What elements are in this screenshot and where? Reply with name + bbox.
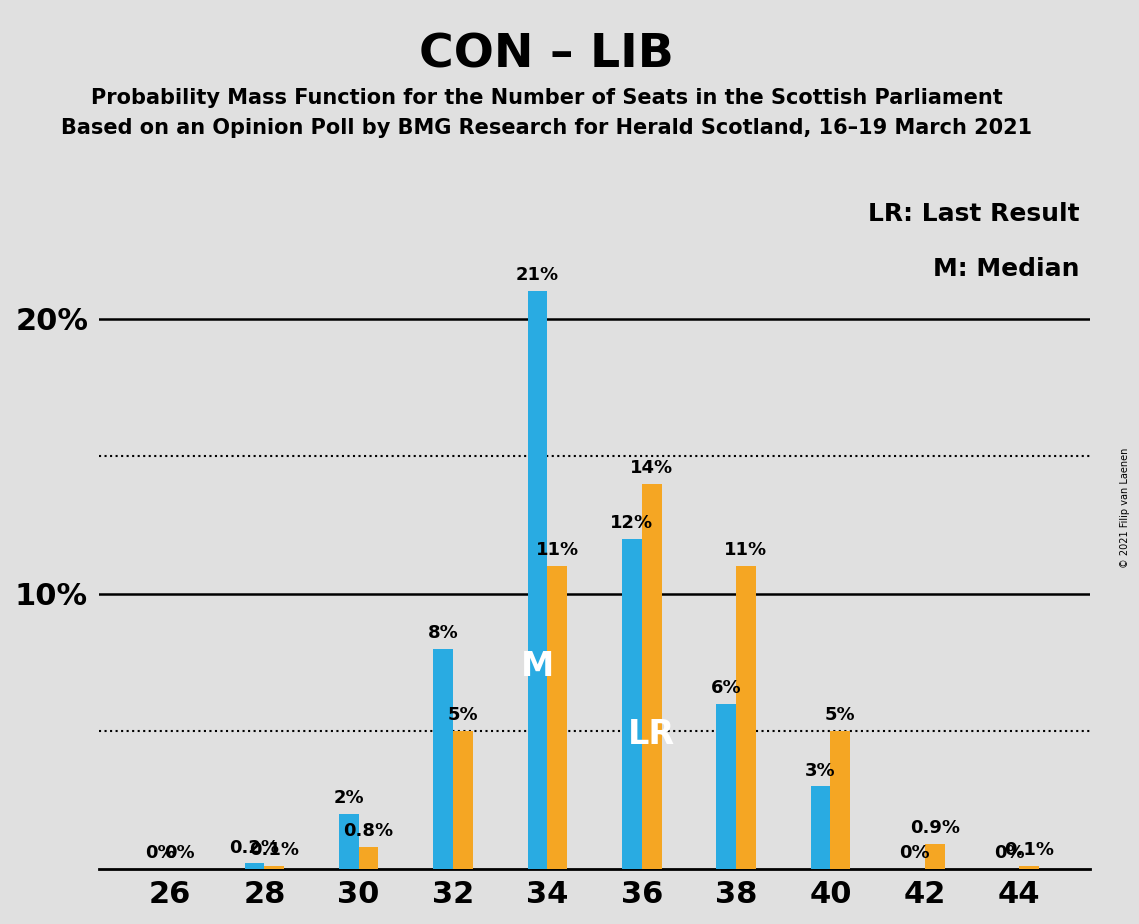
Text: 0.2%: 0.2%: [229, 838, 279, 857]
Text: 5%: 5%: [448, 707, 478, 724]
Bar: [1019, 866, 1039, 869]
Text: M: M: [521, 650, 554, 683]
Bar: [527, 291, 548, 869]
Bar: [245, 863, 264, 869]
Text: 2%: 2%: [334, 789, 364, 807]
Bar: [811, 786, 830, 869]
Text: 11%: 11%: [724, 541, 768, 560]
Text: LR: Last Result: LR: Last Result: [868, 202, 1080, 226]
Text: Probability Mass Function for the Number of Seats in the Scottish Parliament: Probability Mass Function for the Number…: [91, 88, 1002, 108]
Bar: [736, 566, 756, 869]
Bar: [716, 704, 736, 869]
Text: LR: LR: [628, 718, 675, 750]
Text: 0%: 0%: [994, 844, 1024, 862]
Text: 0.1%: 0.1%: [249, 841, 300, 859]
Text: 0%: 0%: [900, 844, 931, 862]
Text: 0%: 0%: [165, 844, 195, 862]
Text: CON – LIB: CON – LIB: [419, 32, 674, 78]
Bar: [453, 732, 473, 869]
Text: Based on an Opinion Poll by BMG Research for Herald Scotland, 16–19 March 2021: Based on an Opinion Poll by BMG Research…: [62, 118, 1032, 139]
Text: 0.1%: 0.1%: [1003, 841, 1054, 859]
Text: © 2021 Filip van Laenen: © 2021 Filip van Laenen: [1121, 448, 1130, 568]
Text: M: Median: M: Median: [934, 257, 1080, 281]
Bar: [339, 814, 359, 869]
Text: 3%: 3%: [805, 761, 836, 780]
Bar: [433, 649, 453, 869]
Bar: [641, 484, 662, 869]
Bar: [622, 539, 641, 869]
Text: 6%: 6%: [711, 679, 741, 697]
Bar: [359, 847, 378, 869]
Bar: [264, 866, 284, 869]
Text: 0.9%: 0.9%: [910, 820, 960, 837]
Text: 12%: 12%: [611, 514, 654, 532]
Bar: [925, 845, 944, 869]
Text: 21%: 21%: [516, 266, 559, 285]
Text: 14%: 14%: [630, 459, 673, 477]
Text: 0.8%: 0.8%: [344, 822, 394, 840]
Text: 5%: 5%: [825, 707, 855, 724]
Text: 11%: 11%: [535, 541, 579, 560]
Text: 0%: 0%: [145, 844, 175, 862]
Text: 8%: 8%: [428, 624, 459, 642]
Bar: [830, 732, 850, 869]
Bar: [548, 566, 567, 869]
